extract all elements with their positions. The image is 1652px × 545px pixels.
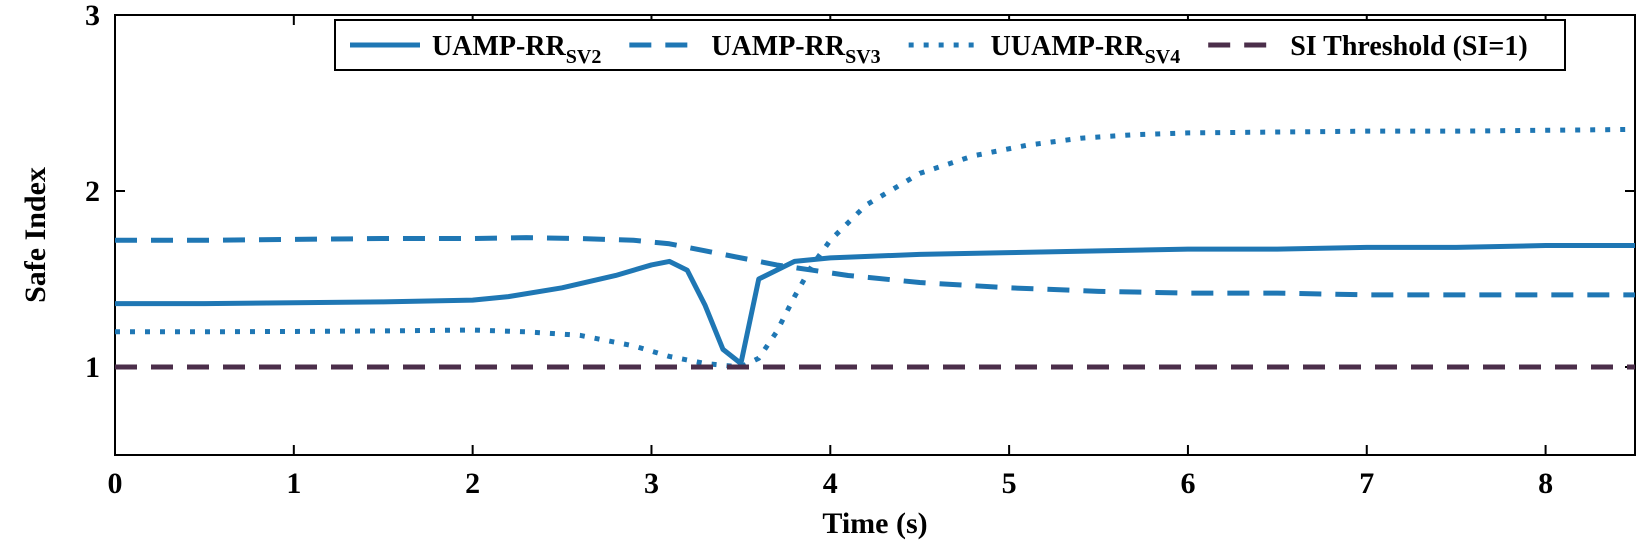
series-sv2 bbox=[115, 246, 1635, 364]
y-axis-label: Safe Index bbox=[19, 167, 52, 303]
xtick-label: 2 bbox=[465, 467, 480, 500]
x-axis-label: Time (s) bbox=[822, 507, 927, 540]
ytick-label: 1 bbox=[85, 351, 100, 384]
plot-box bbox=[115, 15, 1635, 455]
safe-index-chart: 012345678123Time (s)Safe IndexUAMP-RRSV2… bbox=[0, 0, 1652, 545]
ytick-label: 3 bbox=[85, 0, 100, 32]
ytick-label: 2 bbox=[85, 175, 100, 208]
xtick-label: 1 bbox=[286, 467, 301, 500]
xtick-label: 5 bbox=[1002, 467, 1017, 500]
xtick-label: 7 bbox=[1359, 467, 1374, 500]
series-group bbox=[115, 129, 1635, 367]
xtick-label: 0 bbox=[108, 467, 123, 500]
xtick-label: 4 bbox=[823, 467, 838, 500]
legend-label-thresh: SI Threshold (SI=1) bbox=[1290, 31, 1527, 62]
xtick-label: 3 bbox=[644, 467, 659, 500]
xtick-label: 8 bbox=[1538, 467, 1553, 500]
xtick-label: 6 bbox=[1180, 467, 1195, 500]
chart-svg: 012345678123Time (s)Safe IndexUAMP-RRSV2… bbox=[0, 0, 1652, 545]
